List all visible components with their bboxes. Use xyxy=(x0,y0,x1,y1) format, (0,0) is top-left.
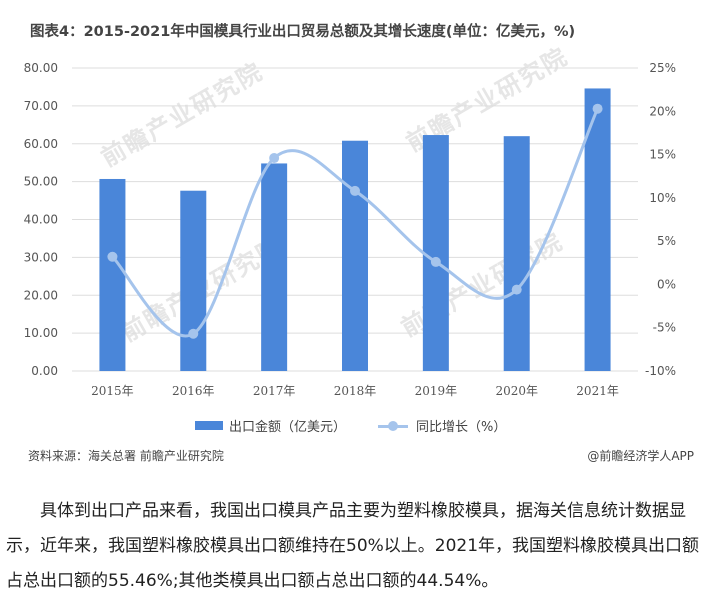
y-right-tick-label: 10% xyxy=(649,191,676,205)
x-tick-label: 2016年 xyxy=(172,384,215,398)
line-point xyxy=(430,256,441,267)
legend-line-swatch xyxy=(378,420,409,431)
legend: 出口金额（亿美元） 同比增长（%） xyxy=(195,416,538,435)
y-right-tick-label: -10% xyxy=(645,364,676,378)
y-right-tick-label: 25% xyxy=(649,61,676,75)
line-point xyxy=(107,251,118,262)
y-left-tick-label: 70.00 xyxy=(24,99,58,113)
y-left-tick-label: 0.00 xyxy=(31,364,58,378)
y-left-tick-label: 10.00 xyxy=(24,326,58,340)
x-tick-label: 2021年 xyxy=(576,384,619,398)
x-tick-label: 2018年 xyxy=(334,384,377,398)
line-point xyxy=(592,103,603,114)
legend-item-line: 同比增长（%） xyxy=(378,416,506,435)
y-right-tick-label: 20% xyxy=(649,104,676,118)
chart-title: 图表4：2015-2021年中国模具行业出口贸易总额及其增长速度(单位：亿美元，… xyxy=(30,24,576,40)
bar xyxy=(99,178,126,371)
y-left-tick-label: 50.00 xyxy=(24,175,58,189)
x-tick-label: 2015年 xyxy=(91,384,134,398)
y-right-tick-label: 15% xyxy=(649,148,676,162)
legend-bar-label: 出口金额（亿美元） xyxy=(229,420,347,435)
line-point xyxy=(350,185,360,196)
y-left-tick-label: 30.00 xyxy=(24,250,58,264)
bar xyxy=(342,140,368,371)
y-right-tick-label: 0% xyxy=(657,277,676,291)
source-note: 资料来源：海关总署 前瞻产业研究院 xyxy=(28,449,224,463)
line-point xyxy=(269,153,280,164)
x-tick-label: 2020年 xyxy=(495,384,538,398)
line-point xyxy=(188,328,199,339)
chart: 0.00 10.00 20.00 30.00 40.00 50.00 60.00 70.00 8… xyxy=(24,61,676,398)
y-left-tick-label: 20.00 xyxy=(24,288,58,302)
credit-note: @前瞻经济学人APP xyxy=(587,449,694,463)
y-left-tick-label: 40.00 xyxy=(24,213,58,227)
y-left-tick-label: 80.00 xyxy=(24,61,58,75)
body-paragraph: 具体到出口产品来看，我国出口模具产品主要为塑料橡胶模具，据海关信息统计数据显示，… xyxy=(6,501,700,591)
legend-bar-swatch xyxy=(195,421,223,430)
bar xyxy=(503,136,530,371)
bar xyxy=(584,88,611,371)
legend-line-label: 同比增长（%） xyxy=(416,420,507,435)
x-tick-label: 2017年 xyxy=(253,384,296,398)
bar xyxy=(422,135,449,371)
y-right-tick-label: -5% xyxy=(653,321,676,335)
bar xyxy=(261,163,288,371)
bar xyxy=(180,190,207,371)
legend-item-bar: 出口金额（亿美元） xyxy=(195,416,346,435)
x-tick-label: 2019年 xyxy=(415,384,458,398)
line-point xyxy=(511,284,522,295)
y-left-tick-label: 60.00 xyxy=(24,137,58,151)
y-right-tick-label: 5% xyxy=(657,234,676,248)
